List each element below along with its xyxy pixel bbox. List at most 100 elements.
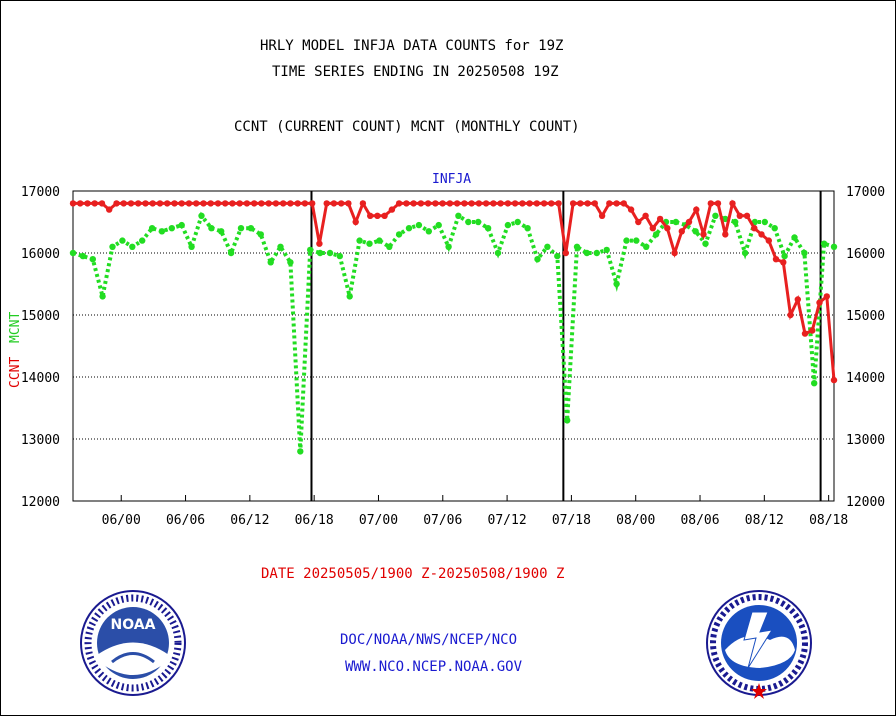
data-point-ccnt (352, 218, 359, 226)
data-point-mcnt (583, 249, 591, 257)
data-point-ccnt (395, 200, 403, 207)
x-tick-label: 08/12 (745, 513, 784, 528)
data-point-ccnt (809, 327, 816, 334)
data-point-mcnt (89, 256, 97, 263)
website-link[interactable]: WWW.NCO.NCEP.NOAA.GOV (345, 659, 523, 675)
data-point-mcnt (593, 249, 600, 257)
data-point-ccnt (736, 212, 743, 219)
data-point-ccnt (156, 200, 164, 207)
y-tick-label-left: 17000 (21, 185, 60, 200)
data-point-mcnt (227, 249, 235, 257)
data-point-mcnt (435, 221, 442, 229)
data-point-mcnt (326, 249, 334, 257)
data-point-ccnt (685, 218, 693, 226)
data-point-mcnt (830, 243, 838, 250)
chart-title-line1: HRLY MODEL INFJA DATA COUNTS for 19Z (260, 38, 564, 54)
data-point-ccnt (598, 212, 606, 219)
chart-title-line2: TIME SERIES ENDING IN 20250508 19Z (272, 64, 559, 80)
data-point-ccnt (193, 200, 200, 207)
data-point-mcnt (178, 221, 185, 229)
data-point-mcnt (484, 225, 492, 232)
data-point-ccnt (127, 200, 135, 207)
data-point-ccnt (359, 200, 367, 207)
data-point-ccnt (200, 200, 207, 207)
data-point-ccnt (280, 200, 287, 207)
data-point-mcnt (99, 293, 106, 300)
data-point-ccnt (729, 200, 736, 207)
data-point-ccnt (424, 200, 432, 207)
data-point-mcnt (781, 252, 788, 260)
data-point-mcnt (761, 218, 768, 226)
data-point-ccnt (236, 200, 243, 207)
data-point-ccnt (432, 200, 439, 207)
x-tick-label: 06/00 (102, 513, 141, 528)
data-point-ccnt (207, 200, 214, 207)
data-point-ccnt (635, 218, 642, 226)
data-point-mcnt (267, 259, 274, 266)
data-point-ccnt (707, 200, 714, 207)
data-point-ccnt (316, 240, 323, 247)
x-tick-label: 06/18 (295, 513, 334, 528)
data-point-ccnt (569, 200, 577, 207)
data-point-ccnt (106, 206, 113, 213)
data-point-mcnt (554, 252, 561, 260)
data-point-ccnt (388, 206, 396, 213)
data-point-ccnt (178, 200, 185, 207)
data-point-mcnt (237, 225, 245, 232)
nws-logo (706, 590, 812, 699)
data-point-mcnt (633, 237, 640, 244)
x-tick-label: 07/06 (423, 513, 462, 528)
data-point-ccnt (367, 212, 374, 219)
data-point-mcnt (346, 293, 353, 300)
data-point-ccnt (548, 200, 555, 207)
data-point-ccnt (606, 200, 613, 207)
data-point-ccnt (671, 249, 678, 257)
data-point-ccnt (330, 200, 338, 207)
data-point-ccnt (627, 206, 635, 213)
data-point-ccnt (461, 200, 468, 207)
data-point-ccnt (584, 200, 591, 207)
data-point-ccnt (258, 200, 265, 207)
data-point-ccnt (120, 200, 127, 207)
data-point-ccnt (417, 200, 425, 207)
x-tick-label: 07/00 (359, 513, 398, 528)
data-point-ccnt (69, 200, 77, 207)
data-point-mcnt (603, 246, 610, 254)
data-point-ccnt (323, 200, 330, 207)
data-point-mcnt (811, 380, 818, 387)
data-point-ccnt (504, 200, 512, 207)
data-point-mcnt (623, 237, 630, 244)
data-point-ccnt (309, 200, 316, 207)
data-point-ccnt (243, 200, 251, 207)
data-point-ccnt (772, 256, 780, 263)
data-point-ccnt (555, 200, 562, 207)
y-tick-label-right: 12000 (846, 495, 885, 510)
x-tick-label: 06/12 (230, 513, 269, 528)
y-tick-label-right: 14000 (846, 371, 885, 386)
data-point-mcnt (613, 280, 620, 288)
data-point-mcnt (109, 243, 116, 250)
x-tick-label: 07/18 (552, 513, 591, 528)
data-point-mcnt (514, 218, 521, 226)
x-tick-label: 08/18 (809, 513, 848, 528)
data-point-mcnt (198, 212, 205, 219)
data-point-ccnt (453, 200, 461, 207)
data-point-ccnt (98, 200, 106, 207)
data-point-mcnt (771, 225, 778, 232)
data-point-mcnt (732, 218, 739, 226)
data-point-ccnt (287, 200, 294, 207)
data-point-ccnt (410, 200, 417, 207)
org-path-link[interactable]: DOC/NOAA/NWS/NCEP/NCO (340, 632, 518, 648)
data-point-mcnt (148, 225, 156, 232)
y-tick-label-left: 13000 (21, 433, 60, 448)
data-point-mcnt (218, 228, 225, 235)
data-point-ccnt (113, 200, 120, 207)
data-point-ccnt (345, 200, 352, 207)
chart-series-legend: CCNT (CURRENT COUNT) MCNT (MONTHLY COUNT… (234, 119, 580, 135)
data-point-mcnt (820, 240, 828, 247)
data-point-mcnt (356, 237, 363, 244)
data-point-ccnt (816, 299, 823, 306)
data-point-mcnt (425, 228, 432, 235)
data-point-ccnt (338, 200, 345, 207)
data-point-ccnt (135, 200, 142, 207)
